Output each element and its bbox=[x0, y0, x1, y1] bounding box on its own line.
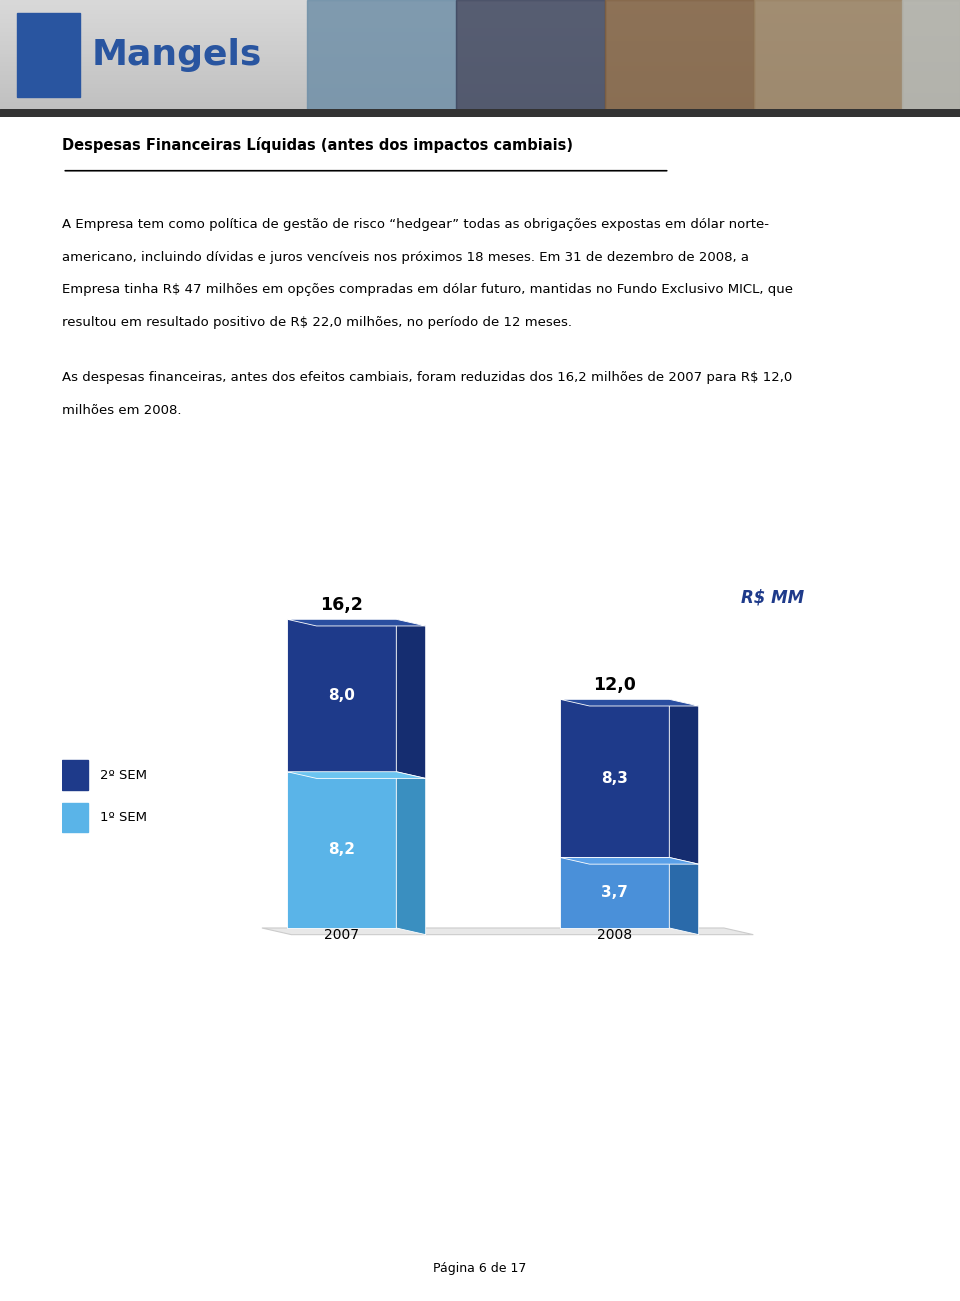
Text: 8,3: 8,3 bbox=[601, 771, 628, 786]
Polygon shape bbox=[669, 857, 699, 934]
Polygon shape bbox=[560, 857, 699, 864]
Text: milhões em 2008.: milhões em 2008. bbox=[62, 405, 181, 418]
Polygon shape bbox=[262, 928, 754, 934]
Text: Empresa tinha R$ 47 milhões em opções compradas em dólar futuro, mantidas no Fun: Empresa tinha R$ 47 milhões em opções co… bbox=[62, 284, 793, 297]
Bar bbox=[560, 700, 669, 857]
Text: 12,0: 12,0 bbox=[593, 677, 636, 693]
Text: 2º SEM: 2º SEM bbox=[100, 769, 147, 782]
Text: 3,7: 3,7 bbox=[601, 885, 628, 900]
Text: 2007: 2007 bbox=[324, 928, 359, 942]
Bar bbox=[902, 0, 960, 111]
Bar bbox=[17, 13, 80, 98]
Polygon shape bbox=[560, 700, 699, 706]
Polygon shape bbox=[287, 619, 425, 626]
Bar bbox=[62, 761, 88, 790]
Text: americano, incluindo dívidas e juros vencíveis nos próximos 18 meses. Em 31 de d: americano, incluindo dívidas e juros ven… bbox=[62, 251, 750, 264]
Bar bbox=[560, 857, 669, 928]
Text: 8,2: 8,2 bbox=[328, 842, 355, 857]
Bar bbox=[287, 771, 396, 928]
Bar bbox=[456, 0, 605, 111]
Text: As despesas financeiras, antes dos efeitos cambiais, foram reduzidas dos 16,2 mi: As despesas financeiras, antes dos efeit… bbox=[62, 371, 793, 384]
Text: resultou em resultado positivo de R$ 22,0 milhões, no período de 12 meses.: resultou em resultado positivo de R$ 22,… bbox=[62, 316, 572, 329]
Bar bbox=[287, 619, 396, 771]
Text: 2008: 2008 bbox=[597, 928, 633, 942]
Polygon shape bbox=[396, 771, 425, 934]
Text: A Empresa tem como política de gestão de risco “hedgear” todas as obrigações exp: A Empresa tem como política de gestão de… bbox=[62, 217, 769, 230]
Polygon shape bbox=[287, 771, 425, 778]
Bar bbox=[62, 803, 88, 833]
Text: Mangels: Mangels bbox=[91, 38, 261, 73]
Text: R$ MM: R$ MM bbox=[741, 589, 804, 606]
Bar bbox=[605, 0, 754, 111]
Text: Despesas Financeiras Líquidas (antes dos impactos cambiais): Despesas Financeiras Líquidas (antes dos… bbox=[62, 137, 573, 154]
Text: 1º SEM: 1º SEM bbox=[100, 811, 147, 824]
Bar bbox=[754, 0, 902, 111]
Text: 16,2: 16,2 bbox=[321, 596, 363, 614]
Text: 8,0: 8,0 bbox=[328, 688, 355, 703]
Polygon shape bbox=[669, 700, 699, 864]
Text: Página 6 de 17: Página 6 de 17 bbox=[433, 1262, 527, 1275]
Bar bbox=[307, 0, 456, 111]
Polygon shape bbox=[396, 619, 425, 778]
